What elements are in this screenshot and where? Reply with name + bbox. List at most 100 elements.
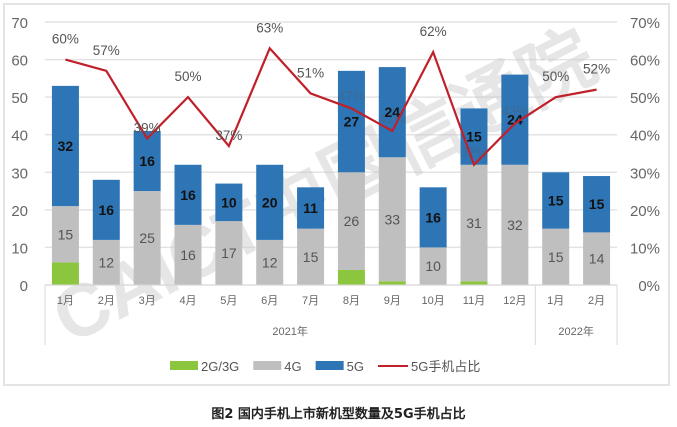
bar-4g <box>337 172 365 270</box>
x-tick-label: 3月 <box>139 295 156 307</box>
x-tick-label: 4月 <box>179 295 196 307</box>
data-label: 20 <box>262 194 278 210</box>
data-label: 17 <box>221 245 237 261</box>
legend-label: 4G <box>284 359 301 374</box>
data-label: 33 <box>384 211 400 227</box>
bar-4g <box>133 191 161 285</box>
x-tick-label: 10月 <box>422 295 445 307</box>
line-data-label: 57% <box>93 43 120 58</box>
bar-2g-3g <box>337 269 365 285</box>
y-right-tick-label: 70% <box>630 15 660 32</box>
bar-5g <box>92 179 120 240</box>
data-label: 24 <box>384 104 400 120</box>
data-label: 15 <box>548 192 564 208</box>
data-label: 31 <box>466 215 482 231</box>
line-data-label: 63% <box>256 20 283 35</box>
bar-5g <box>583 176 611 233</box>
legend-swatch <box>315 361 344 370</box>
year-label: 2021年 <box>272 324 307 338</box>
data-label: 26 <box>344 213 360 229</box>
y-right-tick-label: 20% <box>630 203 660 220</box>
x-tick-label: 5月 <box>220 295 237 307</box>
line-data-label: 39% <box>134 120 161 135</box>
bar-4g <box>460 164 488 282</box>
data-label: 24 <box>507 112 523 128</box>
line-data-label: 51% <box>297 65 324 80</box>
data-label: 27 <box>344 114 360 130</box>
bar-4g <box>51 206 79 263</box>
bar-5g <box>133 130 161 192</box>
y-right-tick-label: 60% <box>630 53 660 70</box>
data-label: 15 <box>589 196 605 212</box>
bar-4g <box>583 232 611 285</box>
data-label: 12 <box>98 254 114 270</box>
bar-4g <box>378 157 406 282</box>
x-tick-label: 11月 <box>463 295 485 307</box>
x-tick-label: 1月 <box>547 295 564 307</box>
bar-4g <box>419 247 447 285</box>
data-label: 32 <box>507 217 523 233</box>
legend-label: 2G/3G <box>201 359 239 374</box>
data-label: 32 <box>58 138 74 154</box>
bar-4g <box>215 221 243 285</box>
x-tick-label: 2月 <box>98 295 115 307</box>
bar-5g <box>174 164 202 225</box>
y-left-tick-label: 50 <box>11 90 28 107</box>
x-tick-label: 6月 <box>261 295 278 307</box>
x-tick-label: 12月 <box>503 295 526 307</box>
line-data-label: 50% <box>174 69 201 84</box>
x-tick-label: 8月 <box>343 295 360 307</box>
y-left-tick-label: 70 <box>11 15 28 32</box>
y-right-tick-label: 10% <box>630 240 660 257</box>
data-label: 16 <box>425 209 441 225</box>
data-label: 10 <box>221 194 237 210</box>
bar-5g <box>256 164 284 240</box>
line-data-label: 52% <box>583 62 610 77</box>
year-label: 2022年 <box>558 324 593 338</box>
line-data-label: 60% <box>52 32 79 47</box>
chart-frame <box>3 3 670 386</box>
bar-5g <box>297 187 325 229</box>
y-right-tick-label: 30% <box>630 165 660 182</box>
bar-5g <box>51 85 79 207</box>
data-label: 25 <box>139 230 155 246</box>
bar-5g <box>542 172 570 229</box>
x-tick-label: 2月 <box>588 295 605 307</box>
data-label: 14 <box>589 251 605 267</box>
data-label: 11 <box>303 200 318 216</box>
y-left-tick-label: 20 <box>11 203 28 220</box>
legend-label: 5G手机占比 <box>411 359 480 374</box>
bar-5g <box>419 187 447 248</box>
line-data-label: 41% <box>379 111 406 126</box>
data-label: 16 <box>139 153 155 169</box>
y-left-tick-label: 0 <box>20 278 28 295</box>
bar-5g <box>501 74 529 165</box>
share-line <box>65 46 597 167</box>
line-data-label: 43% <box>501 103 528 118</box>
bar-2g-3g <box>378 281 406 285</box>
data-label: 15 <box>466 129 482 145</box>
chart: 0102030405060700%10%20%30%40%50%60%70%CA… <box>11 15 660 374</box>
bar-4g <box>92 239 120 285</box>
y-right-tick-label: 50% <box>630 90 660 107</box>
line-data-label: 62% <box>420 24 447 39</box>
line-data-label: 32% <box>460 145 487 160</box>
x-tick-label: 9月 <box>384 295 401 307</box>
y-right-tick-label: 40% <box>630 128 660 145</box>
bar-4g <box>542 228 570 285</box>
bar-4g <box>256 239 284 285</box>
legend-label: 5G <box>347 359 364 374</box>
figure-caption: 图2 国内手机上市新机型数量及5G手机占比 <box>211 407 466 422</box>
x-tick-label: 1月 <box>57 295 74 307</box>
y-right-tick-label: 0% <box>638 278 660 295</box>
data-label: 16 <box>98 202 114 218</box>
y-left-tick-label: 60 <box>11 53 28 70</box>
bar-5g <box>337 70 365 173</box>
y-left-tick-label: 30 <box>11 165 28 182</box>
bar-4g <box>174 224 202 285</box>
line-data-label: 37% <box>215 128 242 143</box>
data-label: 12 <box>262 254 278 270</box>
bar-4g <box>297 228 325 285</box>
bar-5g <box>215 183 243 222</box>
bar-2g-3g <box>51 262 79 285</box>
